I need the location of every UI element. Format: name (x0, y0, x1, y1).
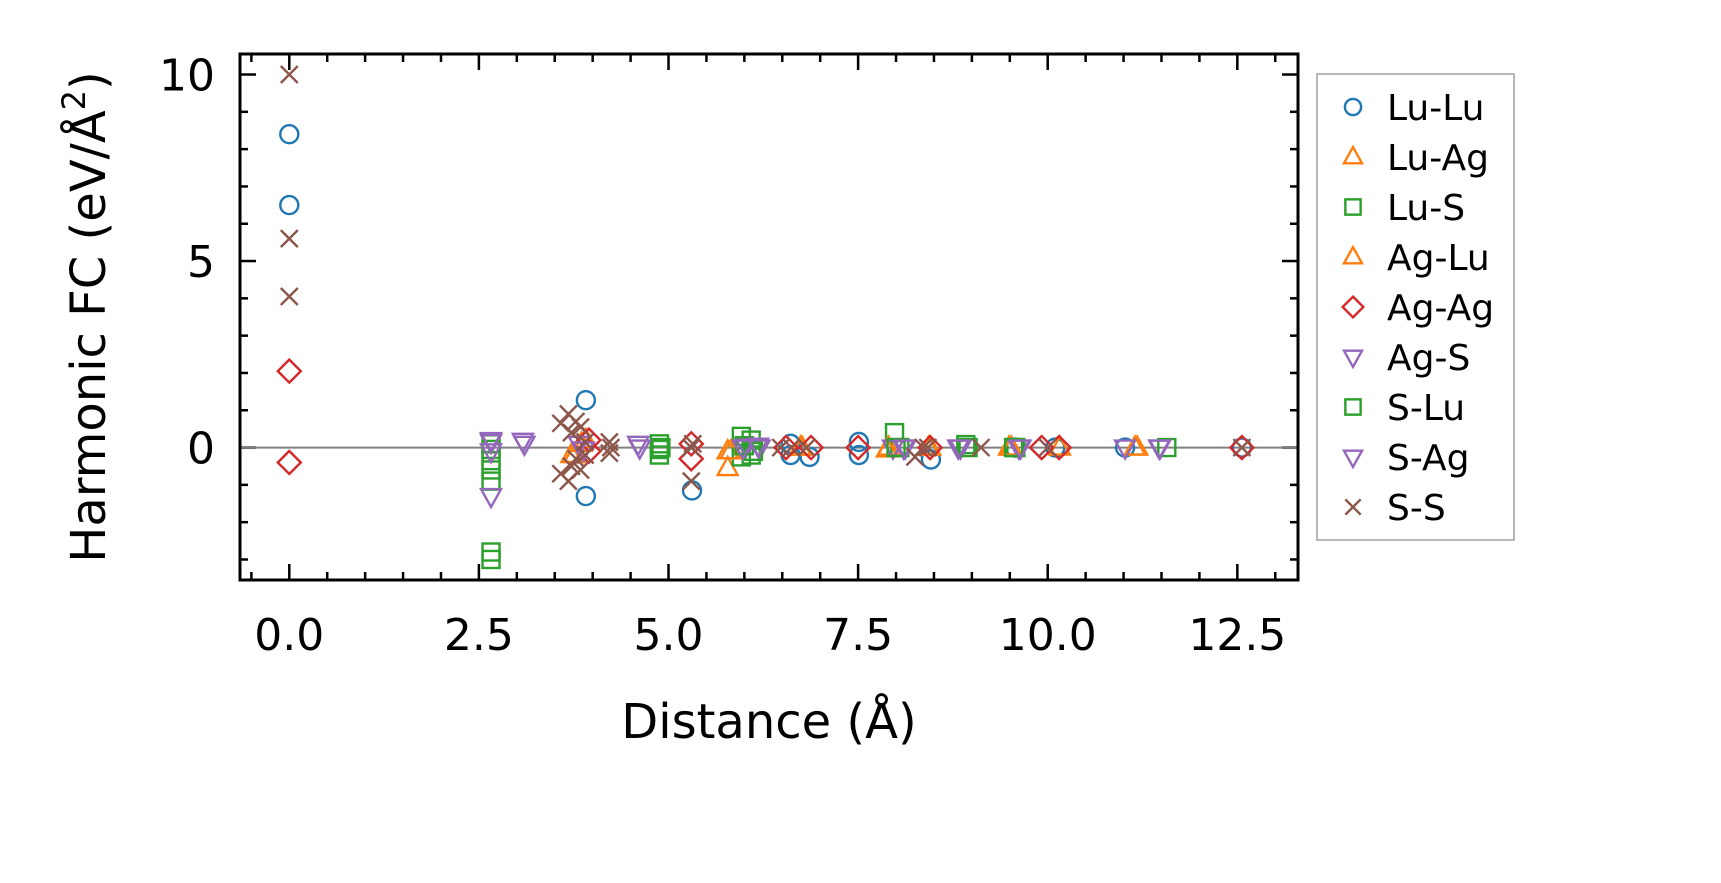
data-point (512, 435, 537, 458)
points-layer (276, 65, 1256, 570)
legend-marker (1341, 449, 1365, 470)
data-point (649, 439, 670, 460)
data-point (575, 389, 597, 411)
y-tick-label: 5 (187, 237, 215, 288)
y-axis-label-superscript: 2 (55, 90, 93, 110)
legend-marker (1344, 498, 1362, 516)
x-tick-label: 10.0 (999, 610, 1097, 661)
data-point (946, 439, 971, 462)
data-point (279, 124, 300, 145)
data-point (1228, 434, 1256, 461)
legend-marker (1340, 294, 1366, 320)
data-point (481, 471, 501, 491)
legend-label: Ag-S (1387, 338, 1470, 379)
legend: Lu-Lu Lu-Ag Lu-S Ag-Lu Ag-Ag Ag-S S-Lu S-Ag S-S (1316, 73, 1515, 541)
tick-layer: 0.0 2.5 5.0 7.5 10.0 12.5 0 5 10 (159, 51, 1298, 661)
data-point (279, 194, 300, 216)
data-point (1147, 439, 1172, 462)
legend-label: Lu-S (1387, 188, 1465, 229)
data-point (1008, 439, 1033, 462)
data-point (627, 439, 652, 462)
data-point (844, 434, 872, 461)
y-axis-label: Harmonic FC (eV/Å2) (55, 71, 117, 563)
legend-label: S-Ag (1387, 438, 1470, 479)
y-tick-label: 10 (159, 51, 215, 102)
y-axis-label-main: Harmonic FC (eV/Å (60, 110, 117, 563)
x-tick-label: 7.5 (823, 610, 893, 661)
data-point (571, 460, 590, 480)
data-point (745, 437, 771, 460)
legend-marker (1344, 198, 1362, 216)
data-point (1231, 437, 1253, 458)
legend-marker (1341, 349, 1365, 370)
legend-label: Lu-Lu (1387, 88, 1484, 129)
y-tick-label: 0 (187, 424, 215, 475)
data-point (276, 357, 303, 385)
data-point (1003, 437, 1024, 458)
data-point (575, 485, 597, 507)
data-point (575, 432, 595, 452)
data-point (683, 434, 703, 454)
data-point (571, 417, 590, 437)
data-point (481, 549, 501, 570)
legend-marker (1341, 144, 1365, 165)
data-point (913, 438, 933, 457)
data-point (733, 437, 758, 460)
data-point (730, 439, 755, 462)
data-point (279, 65, 299, 84)
data-point (478, 431, 504, 454)
legend-label: S-S (1387, 488, 1446, 529)
data-point (1113, 439, 1138, 462)
data-point (958, 437, 978, 458)
series-ag-ag (276, 357, 1256, 476)
data-point (893, 439, 918, 462)
series-s-s (279, 65, 1252, 491)
data-point (279, 287, 299, 306)
data-point (600, 443, 619, 463)
data-point (999, 434, 1024, 456)
y-axis-label-end: ) (61, 71, 117, 90)
legend-label: Ag-Ag (1387, 288, 1494, 329)
data-point (1232, 438, 1252, 457)
data-point (478, 443, 504, 465)
plot-frame (238, 52, 1300, 582)
data-point (848, 444, 870, 466)
legend-marker (1344, 398, 1362, 416)
data-point (601, 438, 621, 457)
data-point (279, 229, 299, 249)
data-point (848, 431, 870, 453)
data-point (1047, 434, 1072, 456)
data-point (575, 445, 595, 465)
data-point (918, 438, 938, 457)
x-axis-label: Distance (Å) (621, 693, 916, 750)
data-point (681, 471, 701, 491)
legend-marker (1341, 244, 1365, 265)
legend-label: Lu-Ag (1387, 138, 1489, 179)
legend-label: Ag-Lu (1387, 238, 1490, 279)
data-point (651, 437, 671, 458)
data-point (971, 438, 991, 457)
x-tick-label: 12.5 (1188, 610, 1286, 661)
data-point (276, 449, 303, 476)
data-point (1157, 437, 1177, 458)
data-point (1028, 434, 1055, 461)
data-point (681, 438, 701, 457)
legend-marker (1343, 97, 1363, 117)
data-point (1038, 438, 1058, 457)
legend-label: S-Lu (1387, 388, 1465, 429)
x-tick-label: 5.0 (634, 610, 704, 661)
data-point (681, 480, 703, 501)
data-point (1122, 434, 1147, 456)
data-point (562, 423, 581, 442)
data-point (782, 438, 801, 457)
x-tick-label: 2.5 (444, 610, 514, 661)
data-point (797, 438, 816, 457)
data-point (886, 437, 906, 458)
series-lu-s (481, 422, 1177, 570)
x-tick-label: 0.0 (254, 610, 324, 661)
data-point (478, 487, 504, 510)
data-point (956, 434, 976, 455)
